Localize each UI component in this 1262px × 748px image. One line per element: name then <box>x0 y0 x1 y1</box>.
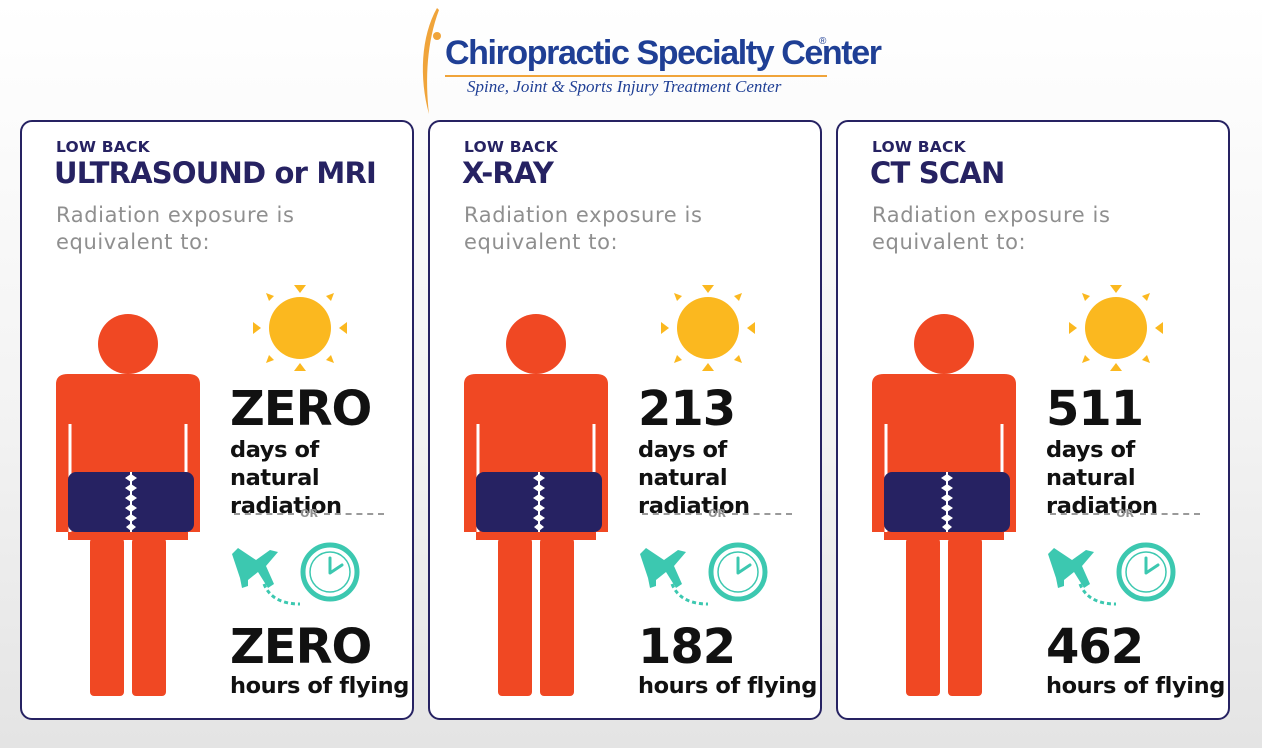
days-label: days of natural radiation <box>1046 437 1158 519</box>
card-title: X-RAY <box>462 156 554 190</box>
or-divider: OR <box>1050 507 1201 520</box>
sun-icon <box>253 285 347 371</box>
person-icon <box>464 314 608 696</box>
person-icon <box>872 314 1016 696</box>
card-eyebrow: LOW BACK <box>464 138 558 156</box>
logo-swoosh-icon <box>422 8 441 114</box>
clock-icon <box>1116 542 1176 602</box>
card-description: Radiation exposure is equivalent to: <box>464 203 703 254</box>
spine-icon <box>941 472 953 532</box>
registered-mark: ® <box>819 36 827 47</box>
logo-rule <box>445 75 827 77</box>
divider-dash <box>1139 512 1201 515</box>
hours-value: 182 <box>638 619 736 675</box>
hours-label: hours of flying <box>230 673 409 699</box>
divider-dash <box>234 512 295 515</box>
person-icon <box>56 314 200 696</box>
hours-label: hours of flying <box>638 673 817 699</box>
or-divider: OR <box>234 507 385 520</box>
card-title: ULTRASOUND or MRI <box>54 156 377 190</box>
or-label: OR <box>708 507 726 520</box>
or-label: OR <box>300 507 318 520</box>
hours-label: hours of flying <box>1046 673 1225 699</box>
imaging-card-2: LOW BACK X-RAY Radiation exposure is equ… <box>428 120 822 720</box>
clinic-logo: Chiropractic Specialty Center ® Spine, J… <box>415 6 882 116</box>
clock-icon <box>300 542 360 602</box>
airplane-icon <box>640 548 709 606</box>
logo-title: Chiropractic Specialty Center <box>445 34 882 72</box>
logo-subtitle: Spine, Joint & Sports Injury Treatment C… <box>467 77 782 96</box>
days-label: days of natural radiation <box>638 437 750 519</box>
days-label: days of natural radiation <box>230 437 342 519</box>
sun-icon <box>1069 285 1163 371</box>
card-description: Radiation exposure is equivalent to: <box>872 203 1111 254</box>
airplane-icon <box>232 548 301 606</box>
hours-value: 462 <box>1046 619 1144 675</box>
flight-time-icon <box>232 542 360 606</box>
clock-icon <box>708 542 768 602</box>
spine-icon <box>533 472 545 532</box>
or-divider: OR <box>642 507 793 520</box>
card-eyebrow: LOW BACK <box>872 138 966 156</box>
days-value: 511 <box>1046 381 1144 437</box>
sun-icon <box>661 285 755 371</box>
flight-time-icon <box>640 542 768 606</box>
imaging-card-3: LOW BACK CT SCAN Radiation exposure is e… <box>836 120 1230 720</box>
spine-icon <box>125 472 137 532</box>
divider-dash <box>1050 512 1111 515</box>
divider-dash <box>731 512 793 515</box>
divider-dash <box>642 512 703 515</box>
days-value: ZERO <box>230 381 372 437</box>
days-value: 213 <box>638 381 736 437</box>
hours-value: ZERO <box>230 619 372 675</box>
flight-time-icon <box>1048 542 1176 606</box>
card-eyebrow: LOW BACK <box>56 138 150 156</box>
imaging-card-1: LOW BACK ULTRASOUND or MRI Radiation exp… <box>20 120 414 720</box>
card-title: CT SCAN <box>870 156 1005 190</box>
airplane-icon <box>1048 548 1117 606</box>
or-label: OR <box>1116 507 1134 520</box>
divider-dash <box>323 512 385 515</box>
card-description: Radiation exposure is equivalent to: <box>56 203 295 254</box>
